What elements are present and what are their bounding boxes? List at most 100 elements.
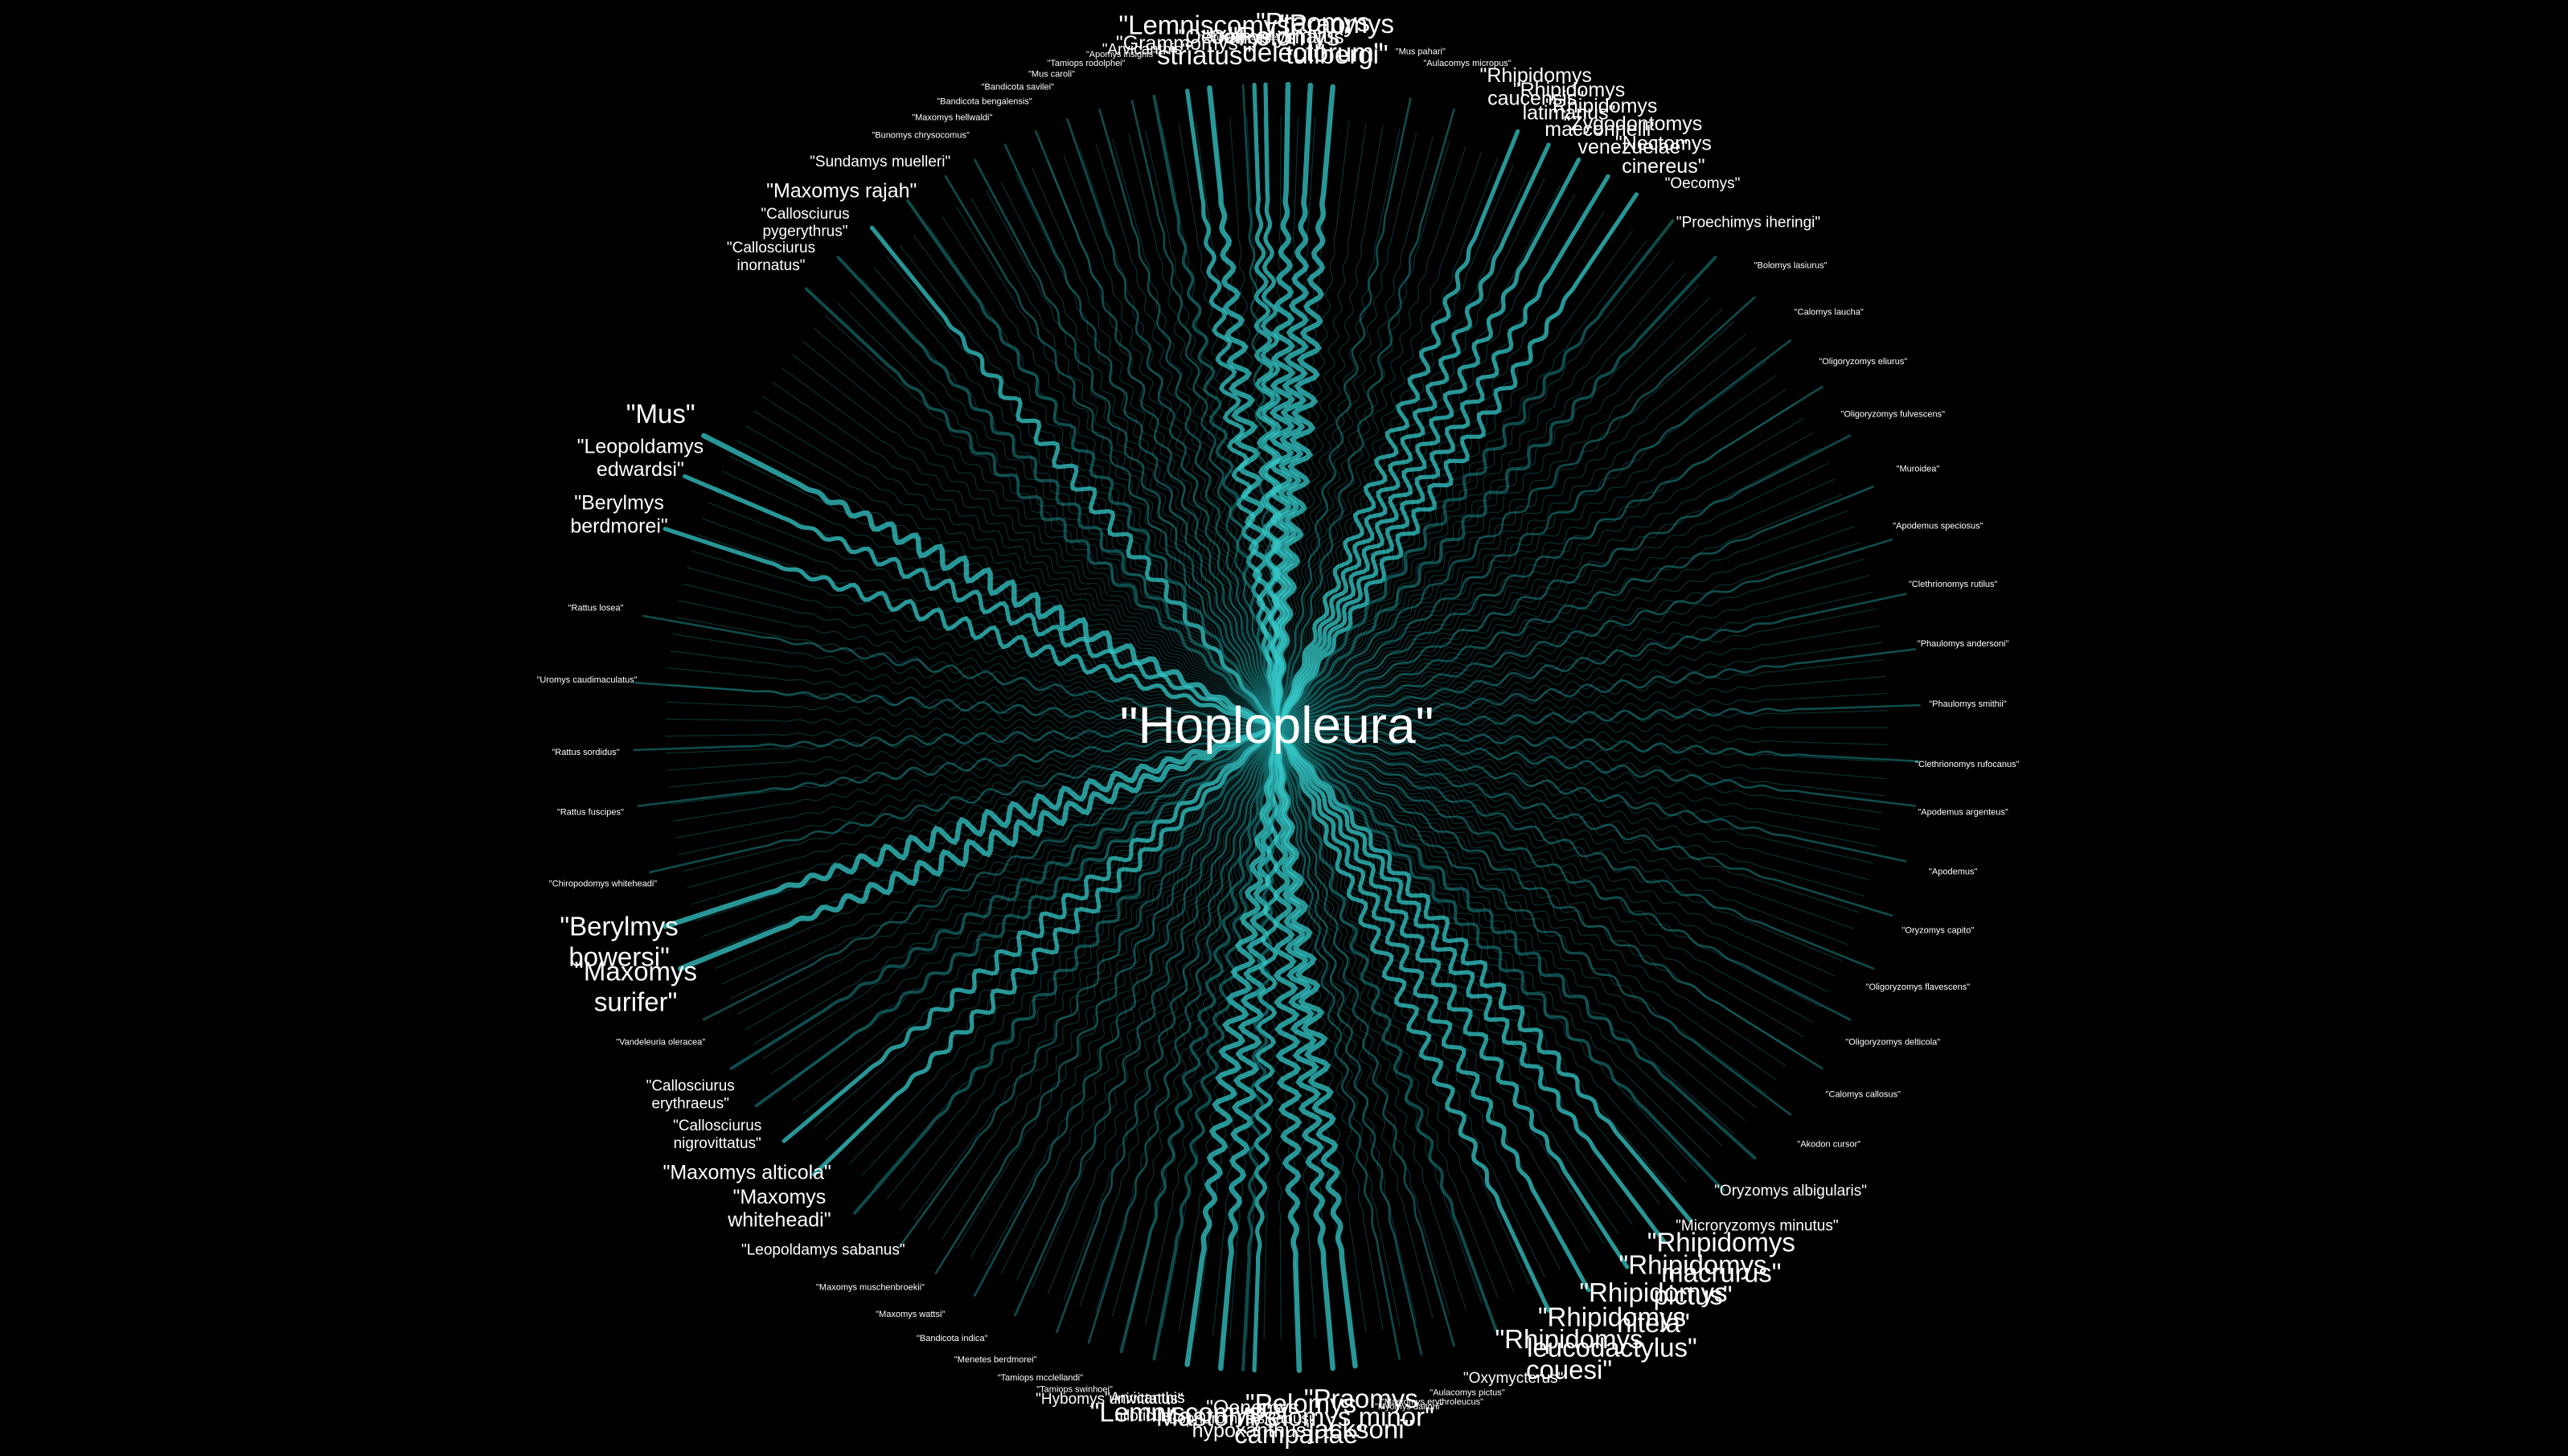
background-edge	[1276, 727, 1777, 1081]
node-label: "Callosciurus nigrovittatus"	[673, 1118, 761, 1152]
node-label: "Apodemus"	[1929, 867, 1977, 877]
node-label: "Zygodontomys venezuelae"	[1563, 113, 1702, 158]
background-edge	[1276, 727, 1805, 1038]
background-edge	[745, 425, 1278, 728]
background-edge	[1276, 146, 1467, 728]
graph-edge	[1274, 129, 1520, 730]
background-edge	[1276, 388, 1787, 728]
graph-edge	[1275, 726, 1499, 1334]
node-label: "Tamiops swinhoei"	[1036, 1384, 1113, 1394]
graph-edge	[1275, 255, 1717, 729]
node-label: "Bunomys chrysocomus"	[872, 131, 970, 141]
background-edge	[1276, 285, 1699, 728]
graph-edge	[1275, 97, 1412, 729]
background-edge	[1276, 125, 1384, 728]
node-label: "Berylmys berdmorei"	[570, 492, 667, 538]
node-label: "Rhipidomys pictus"	[1619, 1249, 1767, 1310]
background-edge	[679, 600, 1278, 728]
node-label: "Chiropodomys whiteheadi"	[549, 879, 657, 888]
background-edge	[682, 583, 1278, 728]
background-edge	[1276, 375, 1777, 728]
node-label: "Bandicota indica"	[917, 1334, 988, 1343]
graph-edge	[1275, 726, 1823, 1070]
node-label: "Clethrionomys rufocanus"	[1915, 760, 2020, 769]
graph-edge	[1269, 81, 1296, 731]
background-edge	[913, 235, 1278, 728]
node-label: "Phaulomys andersoni"	[1918, 639, 2009, 649]
background-edge	[1276, 727, 1885, 797]
node-label: "Pelomys minor"	[1240, 1401, 1434, 1431]
background-edge	[1276, 592, 1873, 728]
background-edge	[1276, 558, 1865, 728]
background-edge	[1276, 417, 1805, 728]
node-label: "Tamiops mcclellandi"	[998, 1373, 1083, 1383]
background-edge	[1276, 693, 1888, 728]
graph-edge	[1274, 724, 1335, 1372]
node-label: "Praomys delectorum"	[1243, 7, 1384, 68]
node-label: "Hybomys univittatus"	[1036, 1391, 1183, 1408]
background-edge	[825, 314, 1278, 728]
background-edge	[1000, 182, 1278, 728]
background-edge	[1276, 157, 1499, 728]
background-edge	[970, 727, 1278, 1257]
graph-edge	[1275, 726, 1423, 1356]
background-edge	[970, 198, 1278, 728]
node-label: "Rhipidomys caucensis"	[1479, 64, 1591, 110]
node-label: "Arvicanthis niloticus"	[1105, 1390, 1185, 1425]
graph-edge	[729, 726, 1278, 1070]
graph-edge	[1275, 593, 1907, 729]
graph-edge	[1274, 725, 1667, 1244]
node-label: "Lemniscomys"	[1090, 1397, 1271, 1427]
node-label: "Rattus fuscipes"	[557, 808, 624, 818]
background-edge	[753, 410, 1278, 728]
background-edge	[1015, 727, 1278, 1282]
edge-layer	[633, 81, 1921, 1373]
node-label: "Oligoryzomys fulvescens"	[1841, 409, 1946, 419]
graph-edge	[1275, 339, 1792, 729]
background-edge	[670, 650, 1278, 728]
graph-edge	[1274, 158, 1581, 730]
background-edge	[1276, 575, 1869, 728]
graph-edge	[1274, 724, 1358, 1369]
graph-edge	[1274, 192, 1639, 730]
graph-edge	[1014, 726, 1278, 1317]
background-edge	[1276, 136, 1434, 728]
node-label: "Grammomys"	[1116, 32, 1245, 55]
background-edge	[721, 727, 1278, 985]
node-label: "Arvicanthis"	[1102, 42, 1188, 59]
node-label: "Pelomys campanae"	[1234, 1388, 1368, 1449]
node-label: "Oligoryzomys delticola"	[1845, 1037, 1940, 1047]
node-label: "Aulacomys pictus"	[1430, 1388, 1504, 1398]
background-edge	[1276, 542, 1860, 728]
graph-edge	[1275, 726, 1455, 1347]
graph-edge	[906, 199, 1278, 729]
background-edge	[1276, 185, 1561, 728]
node-label: "Oecomys"	[1665, 175, 1741, 192]
node-label: "Apodemus argenteus"	[1918, 808, 2008, 818]
graph-edge	[811, 725, 1279, 1177]
background-edge	[1276, 122, 1367, 728]
node-label: "Lophuromys sikapusi"	[1163, 1411, 1318, 1428]
graph-edge	[1275, 726, 1917, 807]
background-edge	[708, 502, 1278, 728]
node-label: "Berylmys bowersi"	[560, 911, 678, 971]
background-edge	[1276, 727, 1746, 1122]
node-label: "Oryzomys albigularis"	[1714, 1183, 1867, 1200]
background-edge	[1276, 727, 1384, 1331]
background-edge	[927, 727, 1278, 1230]
background-edge	[1276, 334, 1746, 728]
background-edge	[1276, 727, 1836, 977]
background-edge	[1063, 154, 1278, 728]
background-edge	[1276, 727, 1674, 1194]
background-edge	[1276, 727, 1757, 1108]
background-edge	[1276, 727, 1813, 1023]
background-edge	[675, 727, 1278, 839]
graph-edge	[1241, 726, 1278, 1372]
graph-edge	[934, 726, 1278, 1274]
node-label: "Maxomys alticola"	[663, 1162, 831, 1184]
graph-edge	[1274, 84, 1335, 731]
graph-edge	[1275, 726, 1792, 1116]
graph-edge	[1274, 174, 1610, 730]
node-label: "Mus pahari"	[1396, 47, 1446, 57]
